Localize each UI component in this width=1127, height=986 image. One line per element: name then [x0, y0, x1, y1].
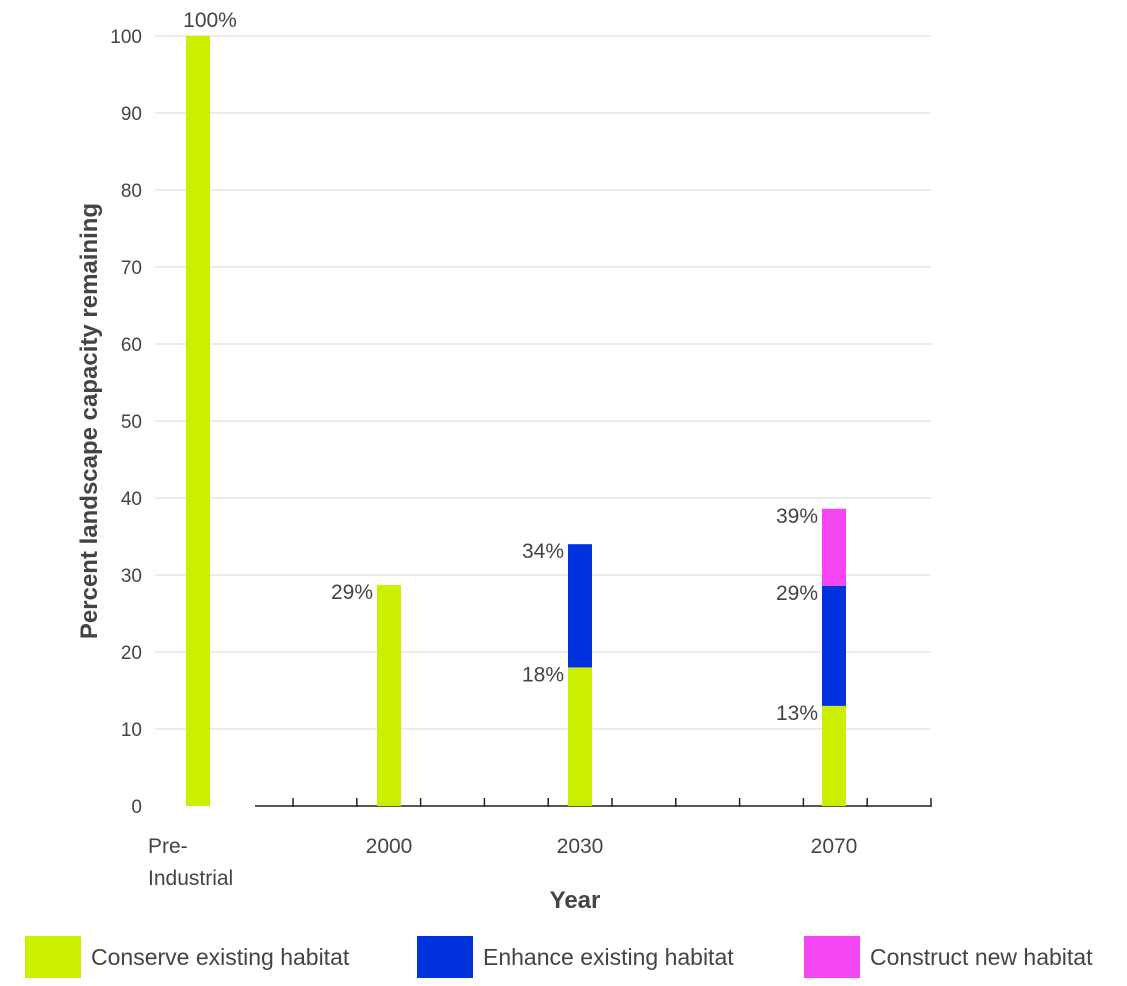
y-tick-label: 70	[121, 258, 142, 279]
y-tick-label: 100	[110, 27, 142, 48]
x-tick-label: Pre-Industrial	[148, 835, 233, 890]
data-label: 13%	[776, 702, 818, 725]
y-tick-label: 90	[121, 104, 142, 125]
x-tick-label: 2030	[557, 835, 604, 858]
legend-item-construct: Construct new habitat	[804, 935, 1092, 979]
y-tick-label: 60	[121, 335, 142, 356]
y-tick-label: 20	[121, 643, 142, 664]
bar-segment	[568, 544, 592, 668]
legend: Conserve existing habitat Enhance existi…	[0, 935, 1127, 979]
y-tick-label: 40	[121, 489, 142, 510]
data-label: 29%	[331, 581, 373, 604]
legend-item-enhance: Enhance existing habitat	[417, 935, 734, 979]
x-tick-label: 2000	[366, 835, 413, 858]
x-tick-label: 2070	[811, 835, 858, 858]
data-label: 34%	[522, 540, 564, 563]
data-label: 39%	[776, 505, 818, 528]
bar-segment	[822, 585, 846, 706]
data-label: 100%	[183, 9, 237, 32]
y-tick-label: 30	[121, 566, 142, 587]
y-tick-label: 10	[121, 720, 142, 741]
stacked-bar-chart: 0102030405060708090100Pre-Industrial2000…	[76, 9, 932, 914]
y-tick-label: 80	[121, 181, 142, 202]
data-label: 18%	[522, 663, 564, 686]
legend-label: Enhance existing habitat	[483, 943, 734, 970]
y-axis-title: Percent landscape capacity remaining	[76, 203, 103, 639]
legend-swatch-enhance	[417, 936, 473, 978]
legend-label: Conserve existing habitat	[91, 943, 350, 970]
bar-segment	[568, 667, 592, 806]
legend-swatch-conserve	[25, 936, 81, 978]
legend-item-conserve: Conserve existing habitat	[25, 935, 349, 979]
bar-segment	[822, 705, 846, 806]
bar-segment	[186, 36, 210, 806]
legend-label: Construct new habitat	[870, 943, 1093, 970]
x-axis-title: Year	[550, 887, 601, 914]
y-tick-label: 50	[121, 412, 142, 433]
y-tick-label: 0	[131, 797, 142, 818]
data-label: 29%	[776, 582, 818, 605]
bar-segment	[377, 585, 401, 806]
bar-segment	[822, 508, 846, 586]
legend-swatch-construct	[804, 936, 860, 978]
